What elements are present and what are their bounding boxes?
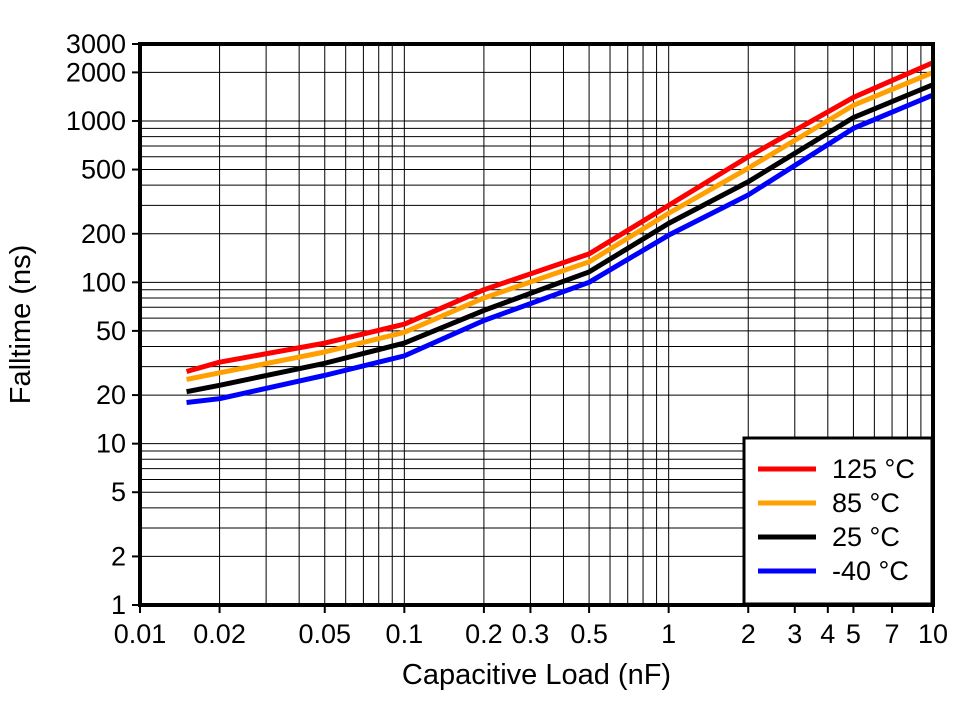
x-axis-tick-label: 0.05 — [298, 619, 351, 649]
y-axis-title: Falltime (ns) — [5, 245, 37, 405]
x-axis-title: Capacitive Load (nF) — [402, 659, 671, 691]
y-axis-tick-label: 3000 — [66, 29, 126, 59]
y-axis-tick-label: 1 — [111, 590, 126, 620]
legend-box — [742, 436, 934, 606]
y-axis-tick-label: 50 — [96, 316, 126, 346]
x-axis-tick-label: 10 — [918, 619, 948, 649]
legend-label: 125 °C — [832, 454, 915, 484]
y-axis-tick-label: 1000 — [66, 106, 126, 136]
x-axis-tick-label: 4 — [820, 619, 835, 649]
x-axis-tick-label: 0.5 — [570, 619, 608, 649]
y-axis-tick-label: 10 — [96, 429, 126, 459]
y-axis-tick-label: 500 — [81, 155, 126, 185]
x-axis-tick-label: 7 — [885, 619, 900, 649]
x-axis-tick-label: 5 — [846, 619, 861, 649]
x-axis-tick-label: 0.3 — [512, 619, 550, 649]
legend-label: 85 °C — [832, 488, 900, 518]
curve-125-c — [185, 60, 935, 374]
x-axis-tick-label: 0.02 — [193, 619, 246, 649]
x-axis-tick-label: 1 — [661, 619, 676, 649]
curve-25-c — [186, 82, 934, 395]
curve-40-c — [186, 92, 934, 405]
x-axis-tick-label: 0.01 — [114, 619, 167, 649]
y-axis-tick-label: 5 — [111, 477, 126, 507]
curve-85-c — [186, 70, 934, 382]
legend-label: -40 °C — [832, 556, 909, 586]
y-axis-tick-label: 100 — [81, 267, 126, 297]
y-axis-tick-label: 200 — [81, 219, 126, 249]
x-axis-tick-label: 0.1 — [386, 619, 424, 649]
x-axis-tick-label: 3 — [787, 619, 802, 649]
y-axis-tick-label: 2 — [111, 541, 126, 571]
y-axis-tick-label: 2000 — [66, 57, 126, 87]
plot-frame — [138, 42, 935, 607]
x-axis-tick-label: 2 — [741, 619, 756, 649]
y-axis-tick-label: 20 — [96, 380, 126, 410]
x-axis-tick-label: 0.2 — [465, 619, 503, 649]
legend-label: 25 °C — [832, 522, 900, 552]
